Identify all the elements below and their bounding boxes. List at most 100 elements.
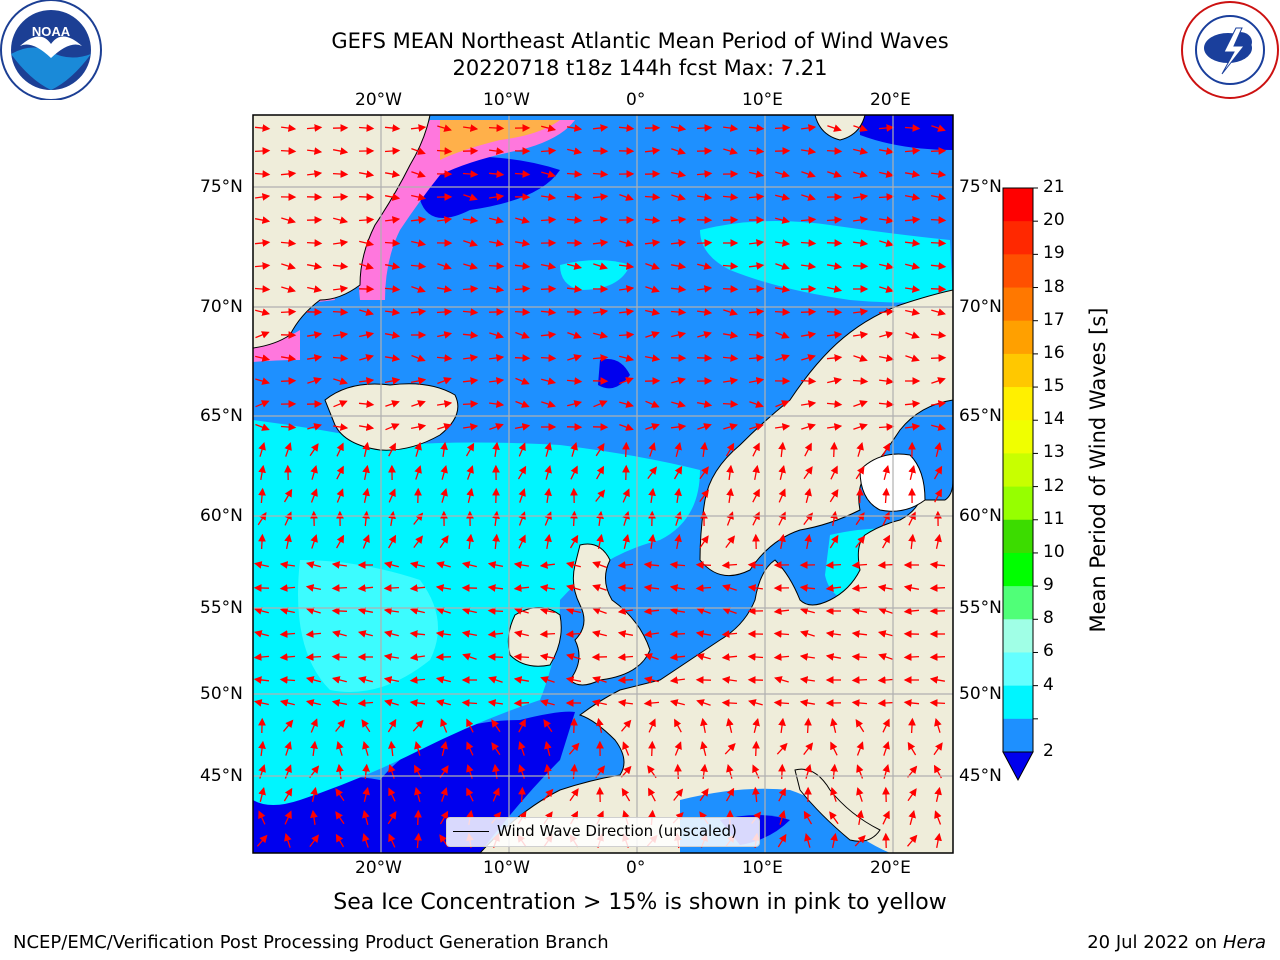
wave-direction-arrow [566, 170, 583, 178]
wave-direction-arrow [934, 718, 942, 733]
wave-direction-arrow [254, 216, 271, 224]
wave-direction-arrow [856, 442, 864, 457]
wave-direction-arrow [674, 533, 682, 550]
wave-direction-arrow [595, 443, 605, 457]
wave-direction-arrow [931, 423, 947, 431]
wave-direction-arrow [487, 699, 503, 707]
wave-direction-arrow [799, 676, 815, 684]
wave-direction-arrow [411, 239, 427, 247]
wave-direction-arrow [775, 239, 791, 247]
colorbar-segment [1003, 287, 1033, 322]
wave-direction-arrow [671, 377, 686, 385]
wave-direction-arrow [513, 630, 529, 638]
wave-direction-arrow [800, 377, 817, 385]
wave-direction-arrow [488, 676, 503, 684]
wave-direction-arrow [281, 124, 297, 132]
wave-direction-arrow [309, 443, 319, 457]
wave-direction-arrow [335, 719, 346, 732]
wave-direction-arrow [775, 400, 790, 408]
wave-direction-arrow [878, 607, 893, 615]
wave-direction-arrow [384, 239, 401, 247]
wave-direction-arrow [305, 699, 321, 707]
wave-direction-arrow [648, 740, 656, 757]
wave-direction-arrow [855, 512, 865, 526]
wave-direction-arrow [725, 535, 735, 548]
wave-direction-arrow [882, 442, 891, 457]
wave-direction-arrow [565, 607, 581, 615]
wave-direction-arrow [669, 630, 686, 638]
wave-direction-arrow [436, 285, 453, 293]
wave-direction-arrow [749, 239, 765, 247]
wave-direction-arrow [773, 699, 790, 707]
wave-direction-arrow [829, 811, 839, 825]
wave-direction-arrow [284, 511, 292, 526]
wave-direction-arrow [643, 630, 659, 638]
wave-direction-arrow [409, 699, 426, 707]
wave-direction-arrow [752, 740, 760, 757]
wave-direction-arrow [722, 354, 739, 362]
wave-direction-arrow [674, 718, 682, 733]
lat-label-left-45n: 45°N [200, 766, 243, 786]
wave-direction-arrow [411, 170, 426, 178]
lat-label-right-55n: 55°N [959, 598, 1002, 618]
wave-direction-arrow [648, 533, 656, 549]
wave-direction-arrow [253, 699, 269, 707]
wave-direction-arrow [541, 124, 557, 132]
wave-direction-arrow [284, 833, 292, 848]
wave-direction-arrow [619, 400, 634, 408]
wave-direction-arrow [803, 742, 814, 755]
colorbar-segment [1003, 552, 1033, 587]
wave-direction-arrow [435, 676, 451, 684]
wave-direction-arrow [826, 147, 843, 155]
wave-direction-arrow [592, 239, 609, 247]
wave-direction-arrow [357, 630, 373, 638]
wave-direction-arrow [280, 308, 297, 316]
wave-direction-arrow [357, 607, 374, 615]
wave-direction-arrow [466, 718, 474, 733]
wave-direction-arrow [333, 423, 349, 431]
wave-direction-arrow [414, 809, 422, 826]
wave-direction-arrow [491, 719, 501, 733]
wave-direction-arrow [804, 533, 812, 550]
colorbar-extend-arrow [1002, 751, 1034, 782]
wave-direction-arrow [410, 216, 427, 224]
wave-direction-arrow [307, 170, 323, 178]
machine-name: Hera [1222, 932, 1266, 953]
wave-direction-arrow [643, 607, 660, 615]
wave-direction-arrow [596, 510, 604, 526]
wave-direction-arrow [645, 308, 661, 316]
wave-direction-arrow [643, 699, 660, 707]
wave-direction-arrow [907, 834, 918, 847]
wave-direction-arrow [931, 377, 946, 385]
wave-direction-arrow [359, 239, 375, 247]
lon-label-bottom-20w: 20°W [355, 858, 402, 878]
legend-label: Wind Wave Direction (unscaled) [497, 822, 737, 840]
wave-direction-arrow [930, 331, 947, 339]
wave-direction-arrow [856, 787, 864, 802]
wave-direction-arrow [515, 377, 530, 385]
wave-direction-arrow [566, 193, 583, 201]
wave-direction-arrow [752, 717, 760, 733]
wave-direction-arrow [336, 763, 344, 779]
wave-direction-arrow [281, 216, 296, 224]
wave-direction-arrow [905, 285, 921, 293]
legend-line [453, 831, 489, 832]
wave-direction-arrow [544, 465, 552, 480]
wave-direction-arrow [254, 285, 271, 293]
wave-direction-arrow [310, 718, 318, 733]
map-frame [252, 114, 954, 854]
wave-direction-arrow [697, 331, 712, 339]
wave-direction-arrow [644, 216, 661, 224]
wave-direction-arrow [307, 377, 322, 385]
wave-direction-arrow [775, 354, 790, 362]
wave-direction-arrow [544, 442, 552, 457]
wave-direction-arrow [670, 423, 687, 431]
wave-direction-arrow [697, 285, 713, 293]
wave-direction-arrow [487, 561, 504, 569]
wave-direction-arrow [825, 561, 842, 569]
wave-direction-arrow [466, 741, 474, 756]
wave-direction-arrow [384, 377, 401, 385]
wave-direction-arrow [435, 699, 451, 707]
wave-direction-arrow [437, 216, 453, 224]
wave-direction-arrow [333, 400, 348, 408]
